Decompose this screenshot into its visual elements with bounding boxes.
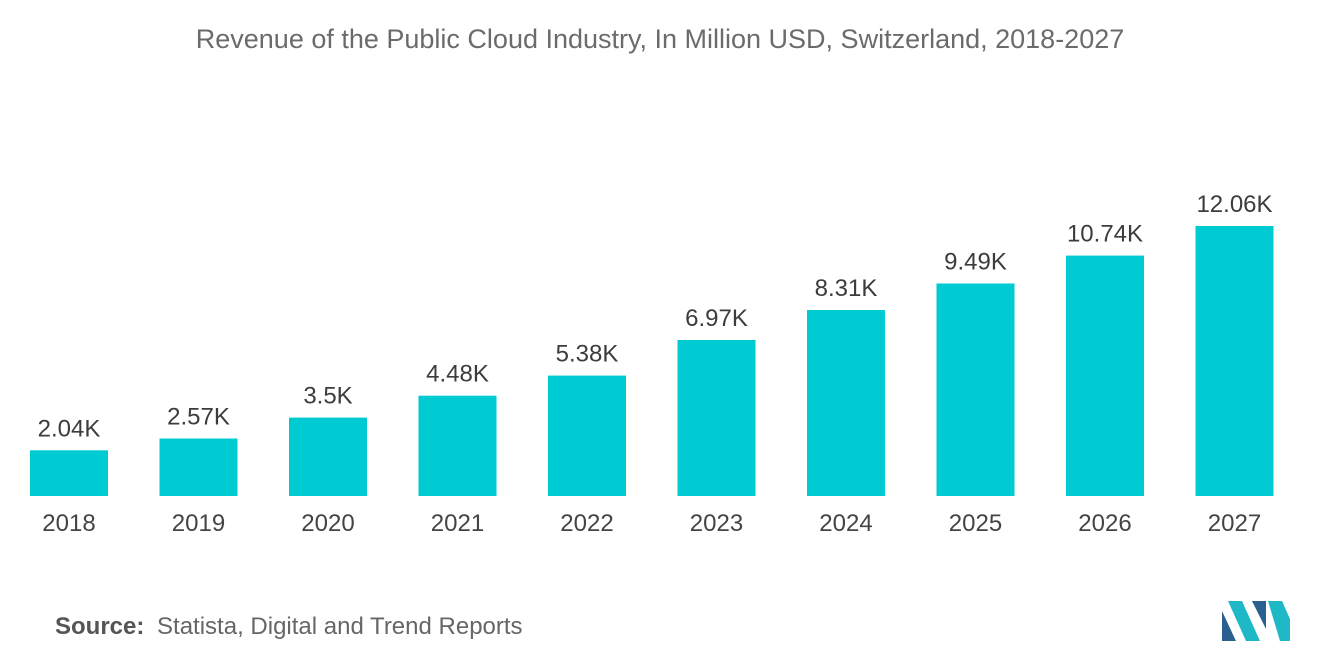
value-labels-group: 2.04K 2.57K 3.5K 4.48K 5.38K 6.97K 8.31K 9.49K 1… (38, 191, 1273, 442)
value-label-2021: 4.48K (426, 361, 489, 388)
bar-2027 (1195, 226, 1274, 496)
x-tick-label-2019: 2019 (172, 510, 225, 537)
bar-2024 (807, 310, 885, 496)
logo-left-stroke (1222, 611, 1236, 641)
logo-mid-stroke (1228, 601, 1260, 641)
source-note: Source: Statista, Digital and Trend Repo… (55, 613, 523, 641)
logo-mid-right-stroke (1252, 601, 1266, 629)
x-tick-label-2025: 2025 (949, 510, 1002, 537)
value-label-2019: 2.57K (167, 404, 230, 431)
chart-title: Revenue of the Public Cloud Industry, In… (195, 24, 1125, 54)
x-axis-tick-labels: 2018 2019 2020 2021 2022 2023 2024 2025 2026 2027 (42, 510, 1261, 537)
value-label-2026: 10.74K (1067, 221, 1143, 248)
bar-2023 (677, 340, 756, 496)
logo-right-stroke (1268, 601, 1290, 641)
bar-2019 (159, 438, 238, 496)
source-label: Source: (55, 613, 145, 640)
bar-2025 (936, 283, 1015, 496)
value-label-2025: 9.49K (944, 249, 1007, 276)
x-tick-label-2023: 2023 (690, 510, 743, 537)
x-tick-label-2018: 2018 (42, 510, 95, 537)
x-tick-label-2020: 2020 (301, 510, 354, 537)
x-tick-label-2026: 2026 (1078, 510, 1131, 537)
x-tick-label-2027: 2027 (1208, 510, 1261, 537)
bar-2020 (289, 417, 367, 496)
bar-2026 (1066, 255, 1144, 496)
value-label-2023: 6.97K (685, 305, 748, 332)
x-tick-label-2022: 2022 (560, 510, 613, 537)
bar-2022 (548, 375, 626, 496)
value-label-2020: 3.5K (303, 383, 352, 410)
value-label-2024: 8.31K (815, 275, 878, 302)
value-label-2022: 5.38K (556, 341, 619, 368)
bars-group (30, 226, 1274, 496)
mordor-intelligence-logo-icon (1222, 601, 1290, 641)
x-tick-label-2024: 2024 (819, 510, 872, 537)
bar-2021 (418, 395, 497, 496)
value-label-2027: 12.06K (1196, 191, 1272, 218)
source-text: Statista, Digital and Trend Reports (157, 613, 523, 640)
value-label-2018: 2.04K (38, 415, 101, 442)
x-tick-label-2021: 2021 (431, 510, 484, 537)
bar-2018 (30, 450, 108, 496)
